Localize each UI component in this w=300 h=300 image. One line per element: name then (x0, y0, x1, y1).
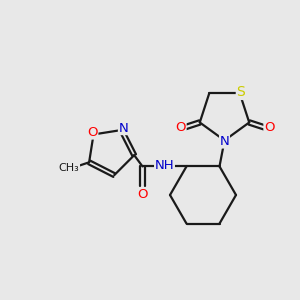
Text: S: S (236, 85, 245, 99)
Text: N: N (118, 122, 128, 134)
Text: NH: NH (155, 159, 174, 172)
Text: O: O (87, 126, 98, 139)
Text: CH₃: CH₃ (59, 163, 80, 173)
Text: O: O (176, 121, 186, 134)
Text: O: O (264, 121, 274, 134)
Text: N: N (220, 135, 230, 148)
Text: O: O (137, 188, 148, 201)
